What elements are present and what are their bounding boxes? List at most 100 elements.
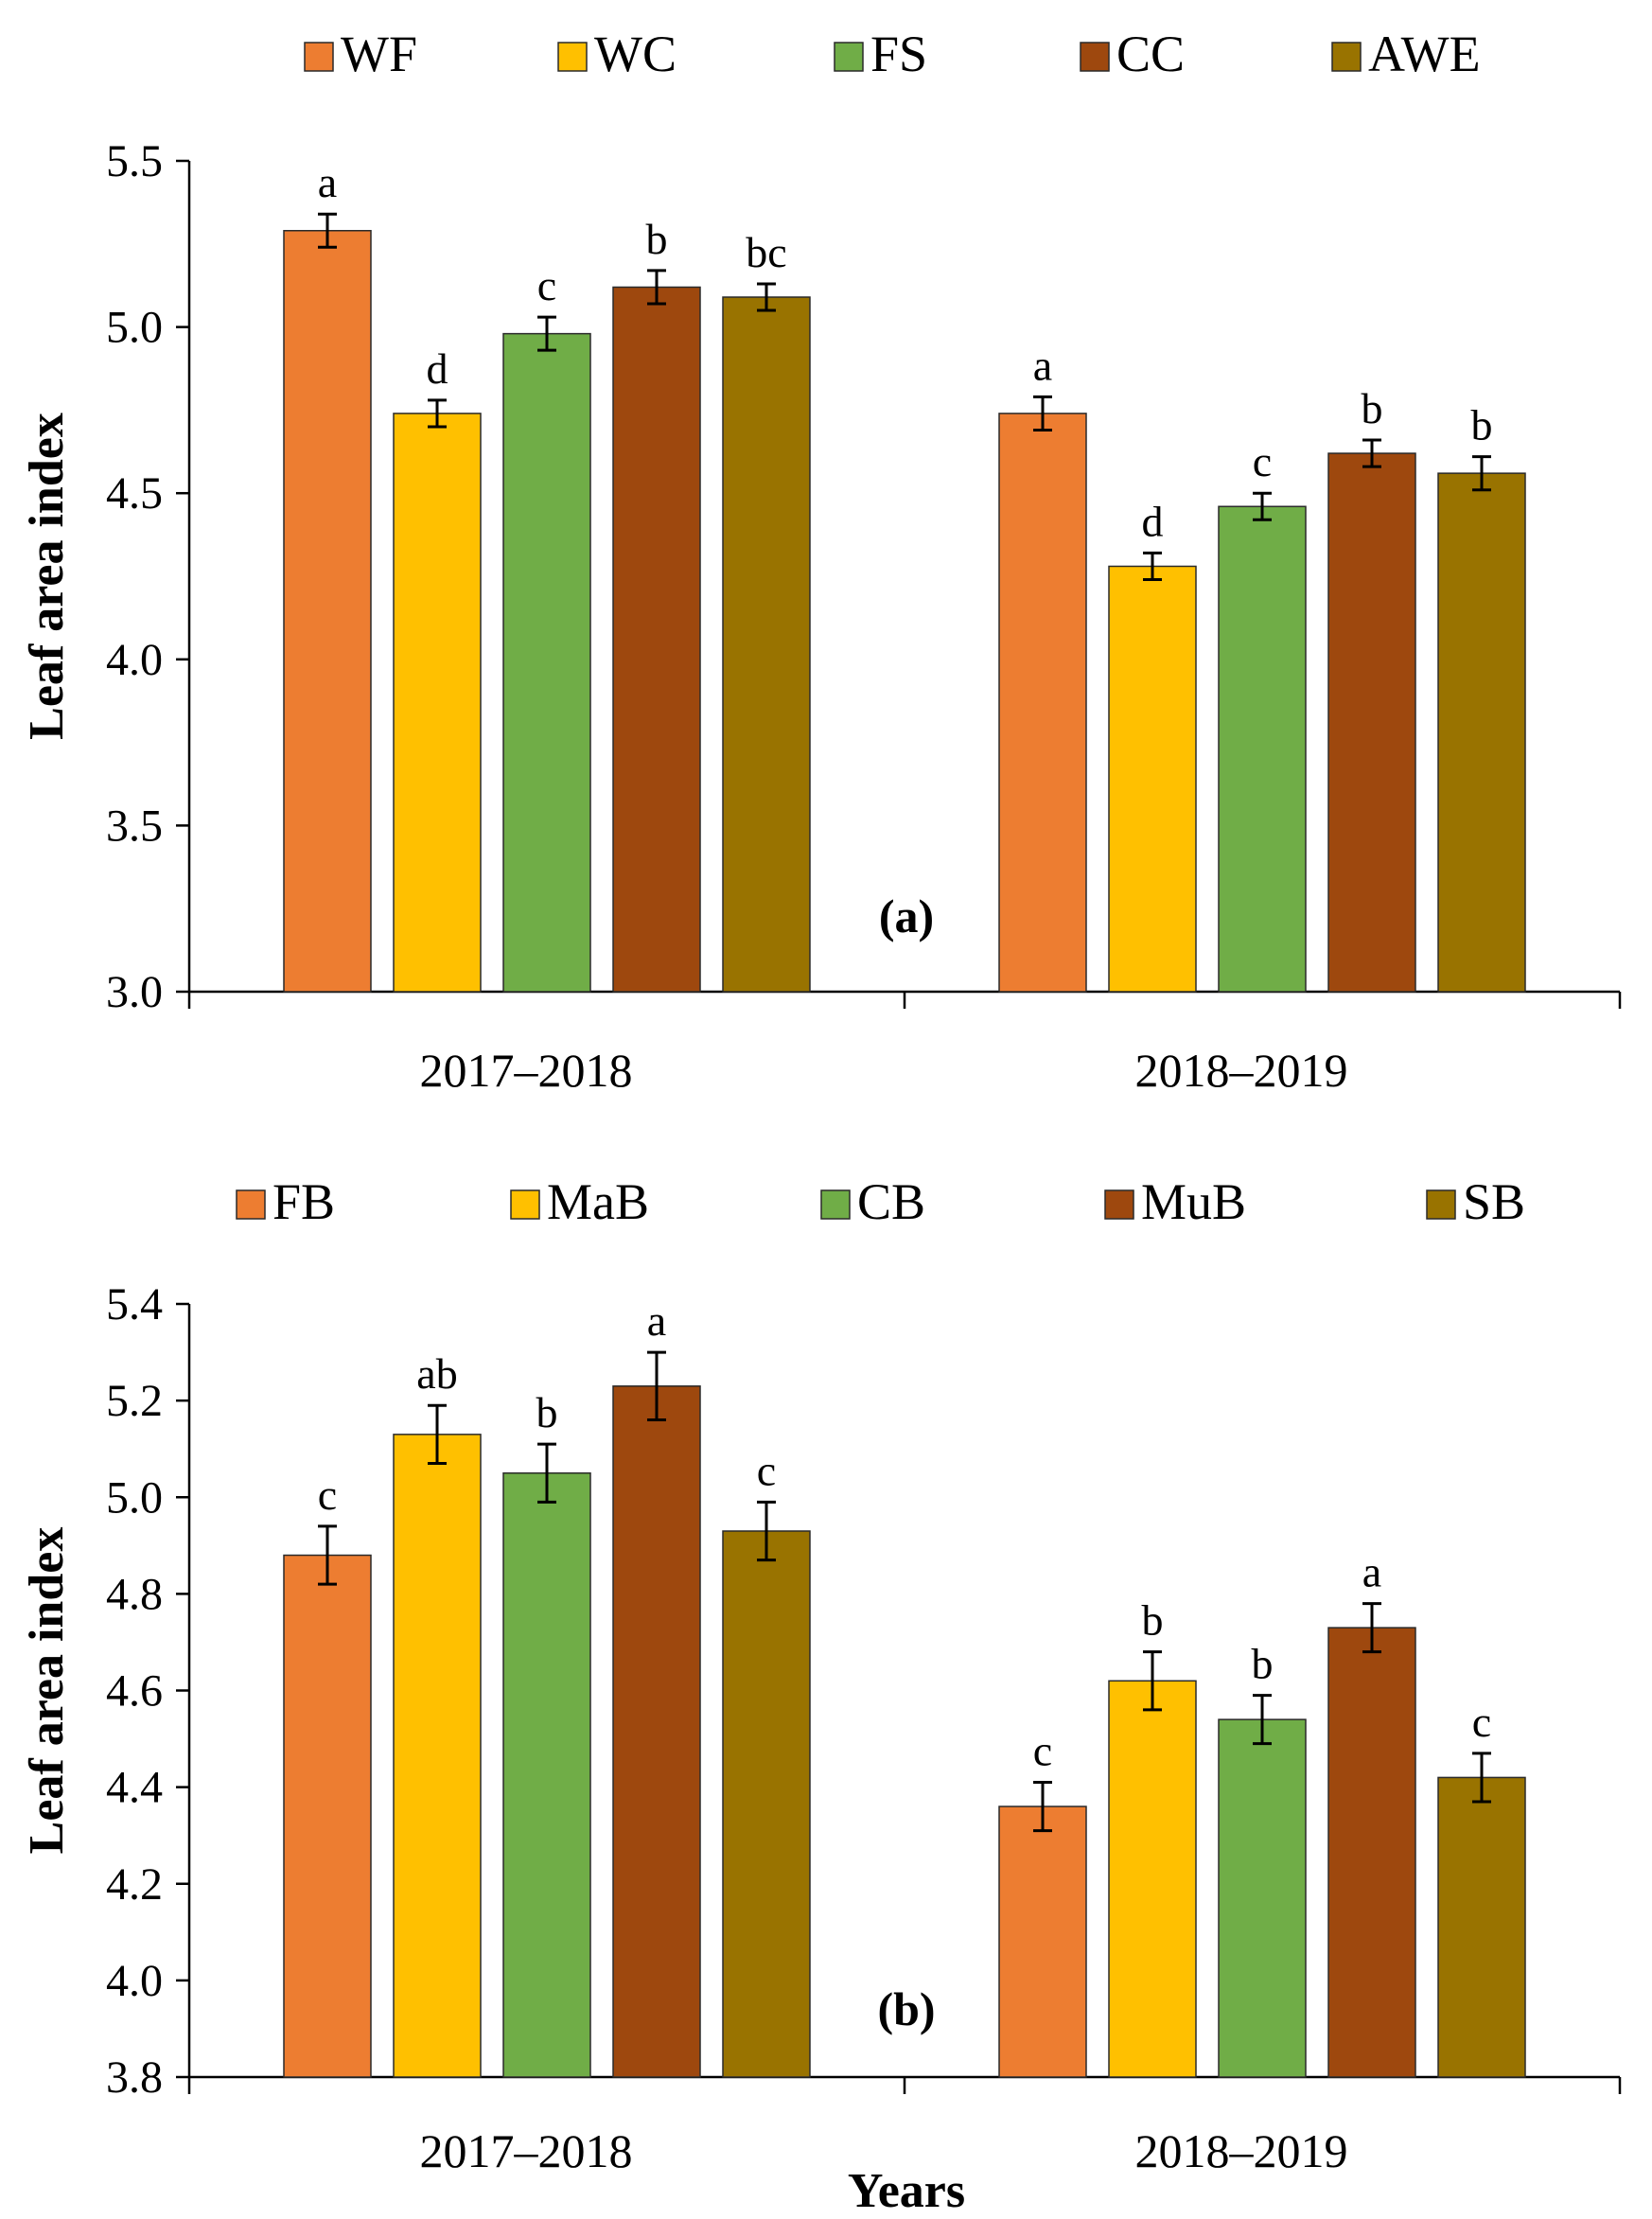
significance-letter: b xyxy=(1362,384,1383,432)
significance-letter: d xyxy=(427,344,448,393)
panel-label: (b) xyxy=(877,1982,935,2035)
error-bar-awe-1 xyxy=(757,282,776,312)
legend-swatch-awe xyxy=(1331,42,1362,72)
legend-label-wf: WF xyxy=(341,26,417,82)
category-label-1: 2017–2018 xyxy=(420,1044,633,1097)
y-tick-label: 4.0 xyxy=(106,635,163,685)
legend-swatch-wc xyxy=(557,42,588,72)
error-bar-fb-1 xyxy=(318,1524,337,1586)
significance-letter: c xyxy=(537,261,556,309)
bar-fb-2 xyxy=(998,1805,1087,2078)
legend-swatch-mub xyxy=(1104,1189,1134,1220)
legend-swatch-cc xyxy=(1080,42,1110,72)
error-bar-mub-1 xyxy=(647,1350,666,1422)
error-bar-fb-2 xyxy=(1033,1781,1052,1833)
error-bar-wc-1 xyxy=(428,398,447,429)
y-axis-label: Leaf area index xyxy=(20,1527,74,1855)
significance-letter: b xyxy=(1471,401,1493,449)
significance-letter: c xyxy=(757,1446,776,1494)
significance-letter: ab xyxy=(416,1349,457,1398)
significance-letter: d xyxy=(1142,497,1164,545)
y-tick-label: 5.0 xyxy=(106,1472,163,1523)
error-bar-sb-2 xyxy=(1472,1752,1491,1804)
bar-cb-1 xyxy=(502,1471,591,2078)
legend-swatch-wf xyxy=(304,42,334,72)
y-axis-label: Leaf area index xyxy=(20,413,74,740)
error-bar-wf-1 xyxy=(318,212,337,249)
error-bar-mab-1 xyxy=(428,1403,447,1466)
significance-letter: b xyxy=(1252,1640,1274,1688)
y-tick-label: 5.5 xyxy=(106,136,163,186)
legend-label-wc: WC xyxy=(594,26,677,82)
bar-fb-1 xyxy=(283,1554,372,2078)
y-tick-label: 3.8 xyxy=(106,2052,163,2103)
error-bar-fs-2 xyxy=(1253,491,1272,521)
significance-letter: c xyxy=(1033,1727,1052,1775)
error-bar-fs-1 xyxy=(537,315,556,352)
significance-letter: c xyxy=(318,1471,337,1519)
bar-cc-1 xyxy=(612,286,701,993)
significance-letter: bc xyxy=(746,228,786,276)
error-bar-sb-1 xyxy=(757,1500,776,1562)
significance-letter: a xyxy=(1362,1548,1381,1596)
y-tick-label: 4.2 xyxy=(106,1859,163,1910)
legend-swatch-mab xyxy=(510,1189,540,1220)
error-bar-mab-2 xyxy=(1143,1650,1162,1712)
y-tick-label: 3.0 xyxy=(106,967,163,1017)
legend-swatch-fs xyxy=(834,42,864,72)
category-label-2: 2018–2019 xyxy=(1135,1044,1348,1097)
bar-mab-2 xyxy=(1108,1680,1197,2078)
y-tick-label: 5.0 xyxy=(106,303,163,353)
bar-fs-1 xyxy=(502,332,591,993)
bar-cb-2 xyxy=(1218,1718,1307,2078)
significance-letter: a xyxy=(1033,341,1052,389)
error-bar-wc-2 xyxy=(1143,551,1162,582)
bar-awe-1 xyxy=(722,296,811,993)
legend-label-fs: FS xyxy=(870,26,927,82)
legend-label-sb: SB xyxy=(1463,1173,1525,1230)
y-tick-label: 4.5 xyxy=(106,468,163,519)
bar-awe-2 xyxy=(1437,472,1526,993)
y-tick-label: 4.4 xyxy=(106,1763,163,1813)
significance-letter: b xyxy=(1142,1596,1164,1645)
error-bar-cb-2 xyxy=(1253,1694,1272,1746)
error-bar-awe-2 xyxy=(1472,455,1491,492)
significance-letter: a xyxy=(647,1296,666,1345)
bar-mub-2 xyxy=(1327,1627,1416,2078)
category-label-1: 2017–2018 xyxy=(420,2124,633,2177)
panel-label: (a) xyxy=(879,889,934,942)
y-tick-label: 5.2 xyxy=(106,1376,163,1426)
legend-label-cb: CB xyxy=(857,1173,925,1230)
significance-letter: c xyxy=(1253,437,1272,485)
bar-wc-2 xyxy=(1108,565,1197,993)
bar-sb-1 xyxy=(722,1530,811,2078)
bar-wf-1 xyxy=(283,230,372,993)
legend-label-mab: MaB xyxy=(547,1173,649,1230)
legend-swatch-cb xyxy=(820,1189,851,1220)
legend-swatch-fb xyxy=(236,1189,266,1220)
legend-label-awe: AWE xyxy=(1368,26,1481,82)
y-tick-label: 3.5 xyxy=(106,801,163,851)
legend-label-cc: CC xyxy=(1116,26,1185,82)
bar-fs-2 xyxy=(1218,505,1307,993)
bar-mab-1 xyxy=(393,1434,482,2078)
error-bar-cb-1 xyxy=(537,1442,556,1504)
error-bar-wf-2 xyxy=(1033,395,1052,431)
bar-cc-2 xyxy=(1327,452,1416,993)
significance-letter: a xyxy=(318,158,337,206)
bar-wc-1 xyxy=(393,413,482,993)
significance-letter: b xyxy=(646,215,668,263)
legend-label-fb: FB xyxy=(272,1173,335,1230)
legend-label-mub: MuB xyxy=(1141,1173,1246,1230)
y-tick-label: 4.0 xyxy=(106,1956,163,2006)
significance-letter: b xyxy=(536,1388,558,1436)
error-bar-mub-2 xyxy=(1362,1602,1381,1654)
y-tick-label: 4.6 xyxy=(106,1666,163,1717)
legend-swatch-sb xyxy=(1426,1189,1456,1220)
bar-mub-1 xyxy=(612,1385,701,2078)
error-bar-cc-2 xyxy=(1362,438,1381,468)
y-tick-label: 5.4 xyxy=(106,1279,163,1330)
error-bar-cc-1 xyxy=(647,269,666,306)
bar-wf-2 xyxy=(998,413,1087,993)
